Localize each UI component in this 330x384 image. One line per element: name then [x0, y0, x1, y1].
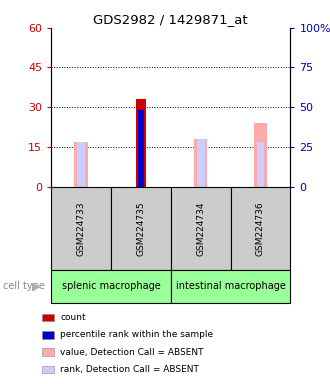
Bar	[51, 270, 171, 303]
Text: cell type: cell type	[3, 281, 45, 291]
Title: GDS2982 / 1429871_at: GDS2982 / 1429871_at	[93, 13, 248, 26]
Bar	[42, 314, 54, 321]
Bar	[75, 142, 88, 187]
Text: ▶: ▶	[32, 281, 41, 291]
Bar	[42, 348, 54, 356]
Text: intestinal macrophage: intestinal macrophage	[176, 281, 285, 291]
Bar	[138, 110, 144, 187]
Bar	[51, 187, 111, 270]
Bar	[231, 187, 290, 270]
Bar	[77, 142, 85, 187]
Text: GSM224735: GSM224735	[136, 201, 146, 256]
Bar	[171, 270, 290, 303]
Bar	[197, 139, 205, 187]
Text: percentile rank within the sample: percentile rank within the sample	[60, 330, 214, 339]
Text: value, Detection Call = ABSENT: value, Detection Call = ABSENT	[60, 348, 204, 357]
Bar	[257, 142, 264, 187]
Bar	[111, 187, 171, 270]
Text: count: count	[60, 313, 86, 322]
Bar	[194, 139, 207, 187]
Text: GSM224733: GSM224733	[77, 201, 85, 256]
Text: GSM224734: GSM224734	[196, 201, 205, 255]
Bar	[136, 99, 146, 187]
Bar	[42, 366, 54, 373]
Bar	[42, 331, 54, 339]
Bar	[254, 123, 267, 187]
Bar	[171, 187, 231, 270]
Text: splenic macrophage: splenic macrophage	[62, 281, 160, 291]
Text: GSM224736: GSM224736	[256, 201, 265, 256]
Text: rank, Detection Call = ABSENT: rank, Detection Call = ABSENT	[60, 365, 199, 374]
